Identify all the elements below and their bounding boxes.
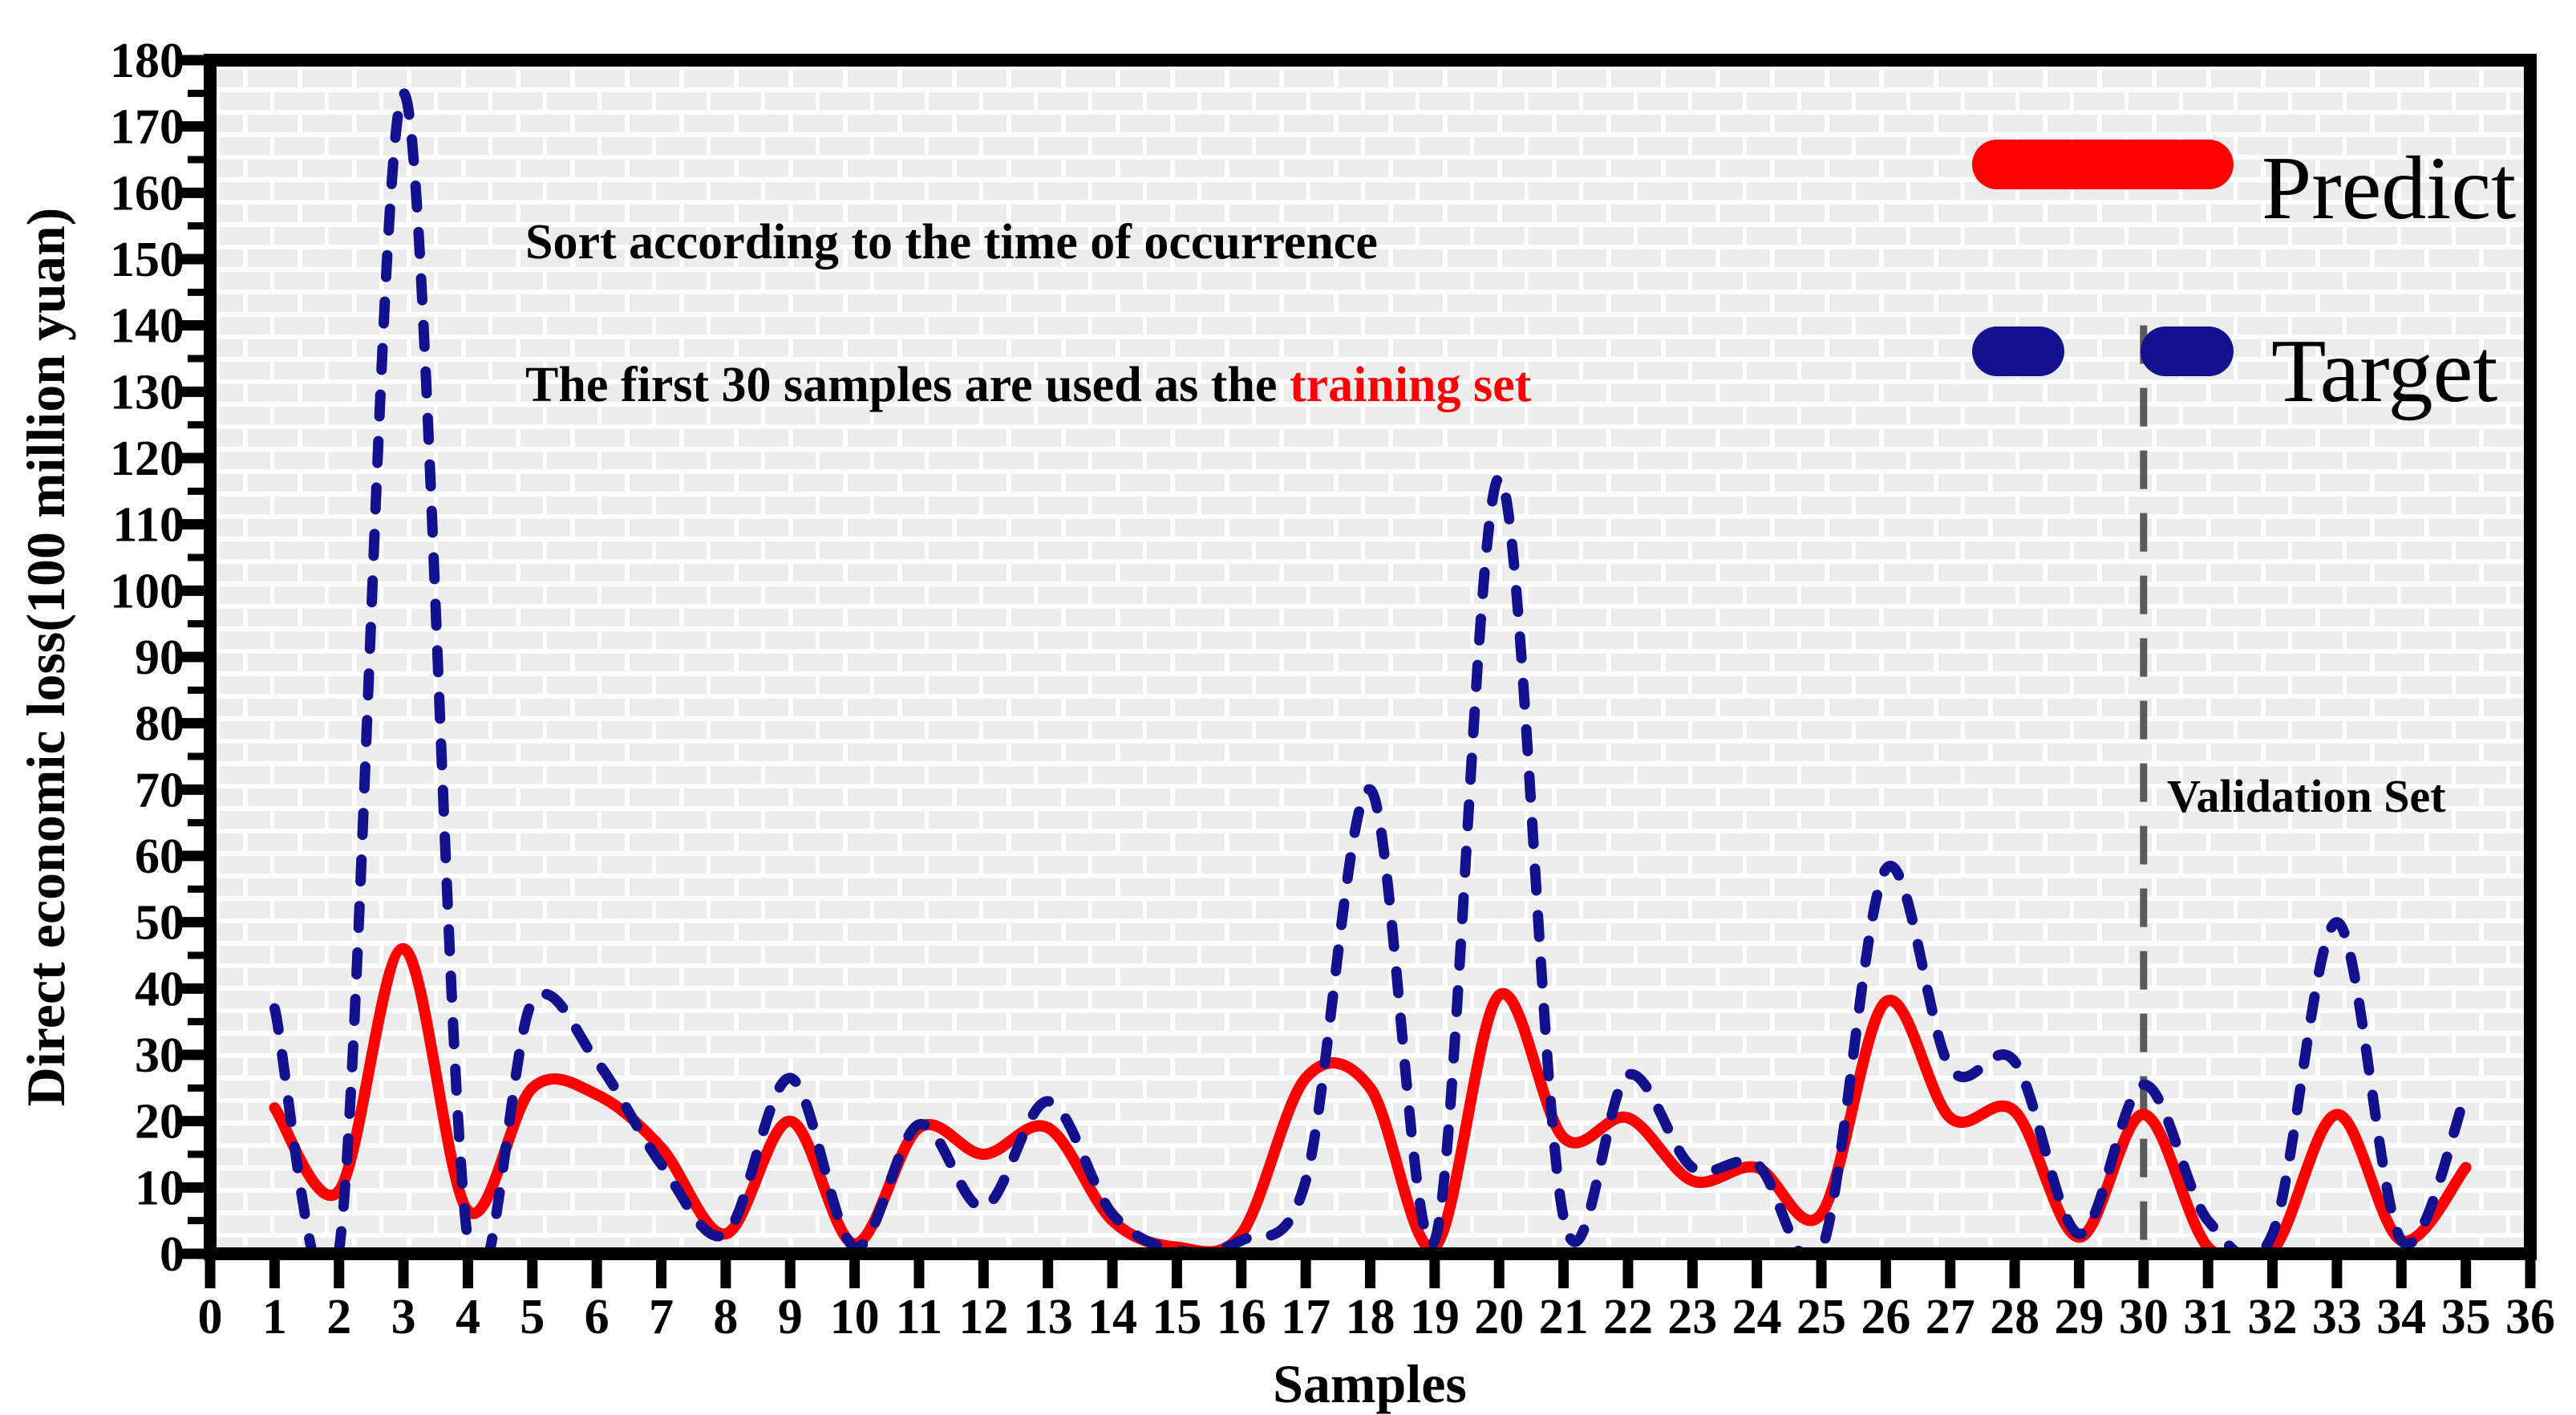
x-tick-label: 17 xyxy=(1281,1290,1331,1344)
y-tick-label: 20 xyxy=(135,1095,184,1149)
x-tick-label: 18 xyxy=(1346,1290,1395,1344)
x-tick-label: 0 xyxy=(198,1290,223,1344)
x-tick-label: 15 xyxy=(1152,1290,1201,1344)
validation-set-label: Validation Set xyxy=(2167,770,2446,822)
y-tick-label: 150 xyxy=(110,233,184,287)
x-tick-label: 31 xyxy=(2183,1290,2233,1344)
x-tick-label: 10 xyxy=(830,1290,880,1344)
x-tick-label: 4 xyxy=(456,1290,480,1344)
x-tick-label: 21 xyxy=(1539,1290,1589,1344)
y-tick-label: 140 xyxy=(110,299,184,354)
y-tick-label: 10 xyxy=(135,1161,184,1215)
x-tick-label: 34 xyxy=(2376,1290,2426,1344)
axis-ticks: 0 1 2 3 4 5 6 7 8 9 10 11 12 13 14 15 16 17 18 19 20 21 22 23 24… xyxy=(110,34,2555,1344)
annotation-training-red: training set xyxy=(1290,358,1532,412)
x-tick-label: 3 xyxy=(391,1290,416,1344)
y-tick-label: 80 xyxy=(135,697,184,752)
x-tick-label: 30 xyxy=(2119,1290,2169,1344)
x-tick-label: 33 xyxy=(2312,1290,2362,1344)
x-tick-label: 12 xyxy=(958,1290,1008,1344)
annotation-training-set: The first 30 samples are used as the tra… xyxy=(525,358,1532,412)
x-tick-label: 2 xyxy=(326,1290,351,1344)
x-tick-label: 26 xyxy=(1861,1290,1910,1344)
y-tick-label: 90 xyxy=(135,630,184,685)
x-tick-label: 9 xyxy=(778,1290,803,1344)
x-tick-label: 8 xyxy=(713,1290,738,1344)
annotation-training-black: The first 30 samples are used as the xyxy=(525,358,1290,412)
y-tick-label: 170 xyxy=(110,100,184,155)
y-tick-label: 0 xyxy=(160,1227,184,1282)
y-tick-label: 50 xyxy=(135,896,184,951)
x-tick-label: 14 xyxy=(1088,1290,1137,1344)
x-tick-label: 24 xyxy=(1732,1290,1782,1344)
y-tick-label: 120 xyxy=(110,432,184,486)
x-tick-label: 32 xyxy=(2248,1290,2298,1344)
x-tick-label: 36 xyxy=(2505,1290,2555,1344)
x-axis-title: Samples xyxy=(1273,1353,1467,1414)
x-tick-label: 27 xyxy=(1926,1290,1975,1344)
y-tick-label: 160 xyxy=(110,166,184,221)
y-tick-label: 130 xyxy=(110,365,184,420)
x-tick-label: 6 xyxy=(585,1290,610,1344)
x-tick-label: 16 xyxy=(1217,1290,1266,1344)
x-tick-label: 1 xyxy=(262,1290,287,1344)
x-tick-label: 29 xyxy=(2054,1290,2104,1344)
y-tick-label: 60 xyxy=(135,829,184,884)
target-curve xyxy=(269,87,2472,1254)
plot-frame xyxy=(204,54,2537,1260)
x-tick-label: 11 xyxy=(896,1290,943,1344)
y-axis-title: Direct economic loss(100 million yuan) xyxy=(15,208,76,1107)
y-tick-label: 40 xyxy=(135,962,184,1016)
y-tick-label: 70 xyxy=(135,763,184,817)
legend-predict-label: Predict xyxy=(2262,139,2516,238)
series-curves xyxy=(269,87,2472,1254)
x-tick-label: 13 xyxy=(1023,1290,1073,1344)
y-tick-label: 30 xyxy=(135,1028,184,1083)
x-tick-label: 28 xyxy=(1990,1290,2039,1344)
y-tick-label: 100 xyxy=(110,564,184,618)
x-tick-label: 5 xyxy=(520,1290,545,1344)
y-tick-label: 180 xyxy=(110,34,184,88)
x-tick-label: 19 xyxy=(1410,1290,1460,1344)
legend-target-label: Target xyxy=(2271,322,2497,421)
x-tick-label: 25 xyxy=(1796,1290,1846,1344)
x-tick-label: 20 xyxy=(1474,1290,1524,1344)
x-tick-label: 35 xyxy=(2441,1290,2491,1344)
x-tick-label: 23 xyxy=(1667,1290,1717,1344)
legend: Predict Target xyxy=(1972,139,2516,421)
annotation-sort-order: Sort according to the time of occurrence xyxy=(525,215,1378,270)
y-tick-label: 110 xyxy=(112,498,184,553)
x-tick-label: 22 xyxy=(1603,1290,1653,1344)
x-tick-label: 7 xyxy=(649,1290,674,1344)
